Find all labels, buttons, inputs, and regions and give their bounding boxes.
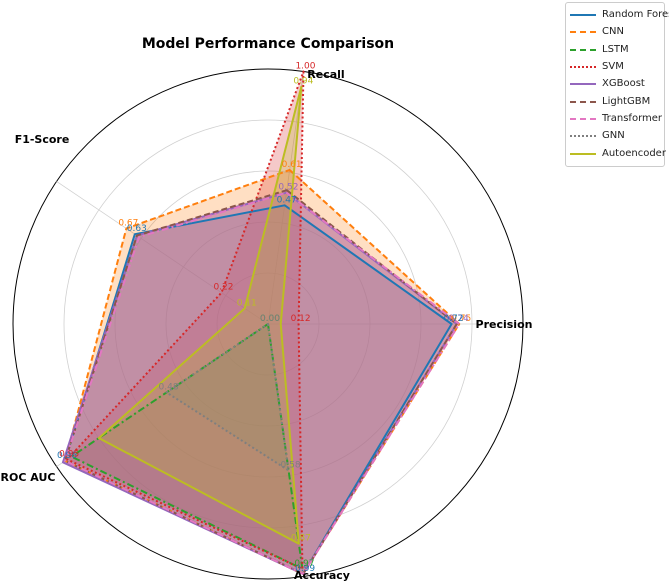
legend-item: SVM xyxy=(570,58,660,75)
value-label: 0.87 xyxy=(291,534,311,544)
legend-item: LSTM xyxy=(570,41,660,58)
legend-item: Random Forest xyxy=(570,6,669,23)
series-area xyxy=(71,324,303,569)
value-labels: 1.000.940.610.520.470.000.00 0.750.740.72… xyxy=(57,61,471,574)
legend-item: LightGBM xyxy=(570,92,660,109)
axis-label: F1-Score xyxy=(15,133,70,146)
legend-label: CNN xyxy=(602,26,624,38)
series-lines xyxy=(61,70,461,575)
legend-label: Random Forest xyxy=(602,9,669,21)
legend-label: Autoencoder xyxy=(602,147,666,159)
value-label: 0.00 xyxy=(260,314,280,324)
series-line xyxy=(64,168,461,575)
value-label: 1.00 xyxy=(295,61,315,71)
value-label: 0.61 xyxy=(282,160,302,170)
legend-label: LSTM xyxy=(602,43,629,55)
legend-swatch xyxy=(570,100,596,103)
value-label: 0.74 xyxy=(449,314,469,324)
legend-label: GNN xyxy=(602,130,625,142)
legend-label: SVM xyxy=(602,61,624,73)
legend-swatch xyxy=(570,66,596,69)
value-label: 0.96 xyxy=(57,451,77,461)
series-area xyxy=(62,192,457,574)
value-label: 0.11 xyxy=(237,298,257,308)
value-label: 0.12 xyxy=(291,314,311,324)
legend-item: CNN xyxy=(570,23,660,40)
axis-label: Recall xyxy=(307,68,344,81)
legend-swatch xyxy=(570,31,596,34)
legend-swatch xyxy=(570,14,596,17)
value-label: 0.75 xyxy=(451,314,471,324)
axis-label: Precision xyxy=(476,318,533,331)
legend-swatch xyxy=(570,83,596,86)
series-area xyxy=(65,205,452,574)
axis-label: ROC AUC xyxy=(1,471,56,484)
value-label: 0.99 xyxy=(295,564,315,574)
series-area xyxy=(166,324,289,471)
value-label: 0.72 xyxy=(444,314,464,324)
series-line xyxy=(64,189,458,575)
value-label: 0.58 xyxy=(281,460,301,470)
legend-item: GNN xyxy=(570,127,660,144)
chart-legend: Random Forest CNN LSTM SVM XGBoost LightGBM Tr… xyxy=(565,2,669,167)
axis-label: Accuracy xyxy=(294,569,350,581)
value-label: 0.48 xyxy=(159,382,179,392)
series-area xyxy=(67,71,304,569)
value-label: 0.63 xyxy=(127,224,147,234)
legend-item: XGBoost xyxy=(570,75,660,92)
value-label: 0.52 xyxy=(278,183,298,193)
value-label: 0.94 xyxy=(293,77,313,87)
value-label: 0.00 xyxy=(260,314,280,324)
value-label: 0.22 xyxy=(213,283,233,293)
value-label: 0.47 xyxy=(277,195,297,205)
series-line xyxy=(66,70,305,570)
series-line xyxy=(165,323,290,472)
legend-swatch xyxy=(570,152,596,155)
axis-labels: Recall Precision Accuracy ROC AUC F1-Score xyxy=(1,68,533,581)
legend-swatch xyxy=(570,48,596,51)
legend-swatch xyxy=(570,135,596,138)
series-line xyxy=(70,323,304,570)
grid-spoke xyxy=(56,181,269,325)
series-line xyxy=(97,85,303,545)
value-label: 0.67 xyxy=(118,218,138,228)
legend-label: Transformer xyxy=(602,112,663,124)
series-line xyxy=(64,191,461,575)
grid-spoke xyxy=(267,71,304,325)
series-area xyxy=(98,86,302,544)
series-area xyxy=(65,190,457,574)
legend-swatch xyxy=(570,117,596,120)
chart-title: Model Performance Comparison xyxy=(142,36,394,52)
legend-label: XGBoost xyxy=(602,78,645,90)
legend-item: Transformer xyxy=(570,110,663,127)
value-label: 0.95 xyxy=(59,449,79,459)
value-label: 0.97 xyxy=(294,559,314,569)
legend-item: Autoencoder xyxy=(570,144,666,161)
legend-label: LightGBM xyxy=(602,95,651,107)
